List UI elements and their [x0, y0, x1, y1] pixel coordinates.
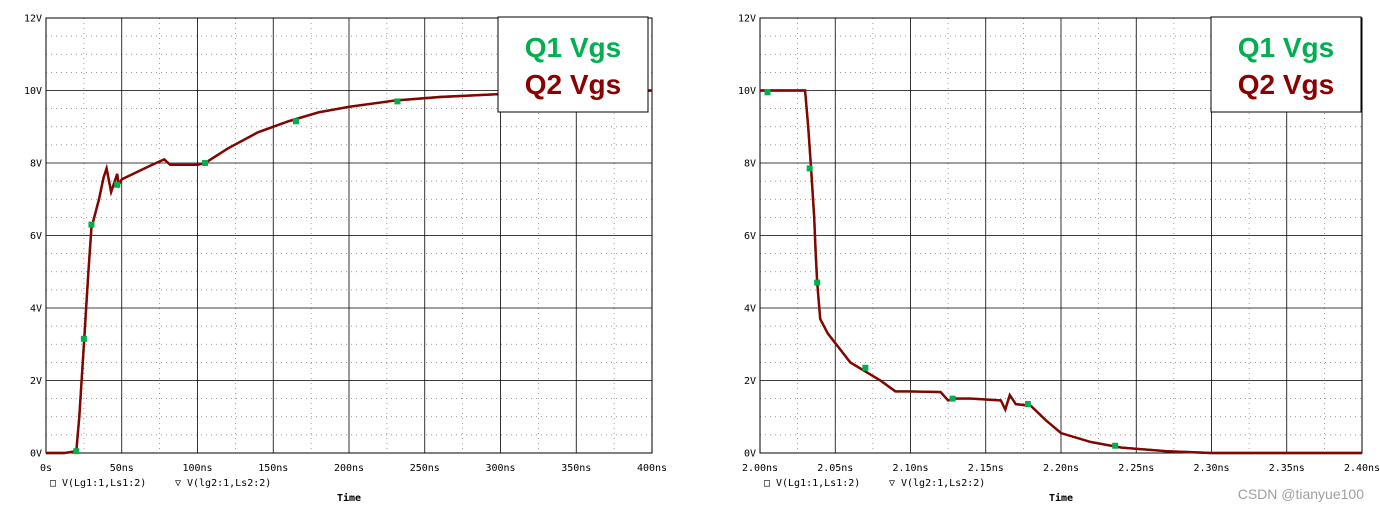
legend-marker-square-icon: □: [764, 478, 770, 489]
y-tick-label: 10V: [24, 86, 42, 97]
y-tick-label: 0V: [744, 449, 756, 460]
x-tick-label: 200ns: [334, 463, 364, 474]
plot-frame: [759, 17, 1363, 454]
y-tick-label: 12V: [738, 14, 756, 25]
x-tick-label: 2.30ns: [1193, 463, 1229, 474]
legend-marker-triangle-icon: ▽: [175, 478, 181, 489]
legend-marker-triangle-icon: ▽: [889, 478, 895, 489]
legend-marker-square-icon: □: [50, 478, 56, 489]
x-axis-label: Time: [1049, 492, 1073, 504]
inset-legend-box: [497, 16, 649, 113]
x-tick-label: 2.20ns: [1043, 463, 1079, 474]
x-tick-label: 2.35ns: [1269, 463, 1305, 474]
inset-legend-q1: Q1 Vgs: [525, 32, 621, 63]
bottom-legend-item: V(lg2:1,Ls2:2): [187, 478, 271, 489]
y-tick-label: 10V: [738, 86, 756, 97]
bottom-legend-item: V(Lg1:1,Ls1:2): [776, 478, 860, 489]
y-tick-label: 6V: [30, 231, 42, 242]
series-marker-q1: [1112, 442, 1119, 449]
y-tick-label: 2V: [744, 376, 756, 387]
x-tick-label: 2.10ns: [892, 463, 928, 474]
series-marker-q1: [80, 335, 87, 342]
series-line-2: [46, 89, 653, 455]
x-tick-label: 2.00ns: [742, 463, 778, 474]
series-marker-q1: [114, 181, 121, 188]
y-tick-label: 2V: [30, 376, 42, 387]
series-marker-q1: [1024, 401, 1031, 408]
watermark: CSDN @tianyue100: [1237, 486, 1364, 502]
series-marker-q1: [764, 89, 771, 96]
inset-legend-q1: Q1 Vgs: [1238, 32, 1334, 63]
y-tick-label: 4V: [744, 304, 756, 315]
x-tick-label: 2.15ns: [968, 463, 1004, 474]
y-tick-label: 8V: [30, 159, 42, 170]
x-tick-label: 400ns: [637, 463, 667, 474]
inset-legend-q2: Q2 Vgs: [525, 69, 621, 100]
x-tick-label: 2.25ns: [1118, 463, 1154, 474]
chart-panel-right: 0V 2V 4V 6V 8V 10V 12V 2.00ns 2.05ns 2.10ns 2.15ns…: [738, 14, 1380, 505]
y-tick-label: 4V: [30, 304, 42, 315]
series-marker-q1: [806, 165, 813, 172]
inset-legend-q2: Q2 Vgs: [1238, 69, 1334, 100]
y-tick-label: 12V: [24, 14, 42, 25]
series-marker-q1: [394, 98, 401, 105]
y-tick-label: 0V: [30, 449, 42, 460]
x-tick-label: 250ns: [410, 463, 440, 474]
x-tick-label: 300ns: [485, 463, 515, 474]
series-marker-q1: [88, 221, 95, 228]
x-tick-label: 2.40ns: [1344, 463, 1380, 474]
x-tick-label: 100ns: [182, 463, 212, 474]
inset-legend-box: [1210, 16, 1362, 113]
x-tick-label: 2.05ns: [817, 463, 853, 474]
x-tick-label: 350ns: [561, 463, 591, 474]
series-marker-q1: [862, 364, 869, 371]
series-marker-q1: [202, 160, 209, 166]
x-tick-label: 0s: [40, 463, 52, 474]
x-tick-label: 150ns: [258, 463, 288, 474]
series-marker-q1: [949, 395, 956, 402]
series-marker-q1: [73, 448, 80, 455]
bottom-legend-item: V(lg2:1,Ls2:2): [901, 478, 985, 489]
series-marker-q1: [814, 279, 821, 286]
bottom-legend-item: V(Lg1:1,Ls1:2): [62, 478, 146, 489]
x-axis-label: Time: [337, 492, 361, 504]
chart-panel-left: 0V 2V 4V 6V 8V 10V 12V 0s 50ns 100ns 150ns 200ns 250…: [24, 14, 667, 505]
y-tick-label: 8V: [744, 159, 756, 170]
series-marker-q1: [292, 118, 299, 125]
plot-frame: [45, 17, 653, 454]
x-tick-label: 50ns: [110, 463, 134, 474]
y-tick-label: 6V: [744, 231, 756, 242]
